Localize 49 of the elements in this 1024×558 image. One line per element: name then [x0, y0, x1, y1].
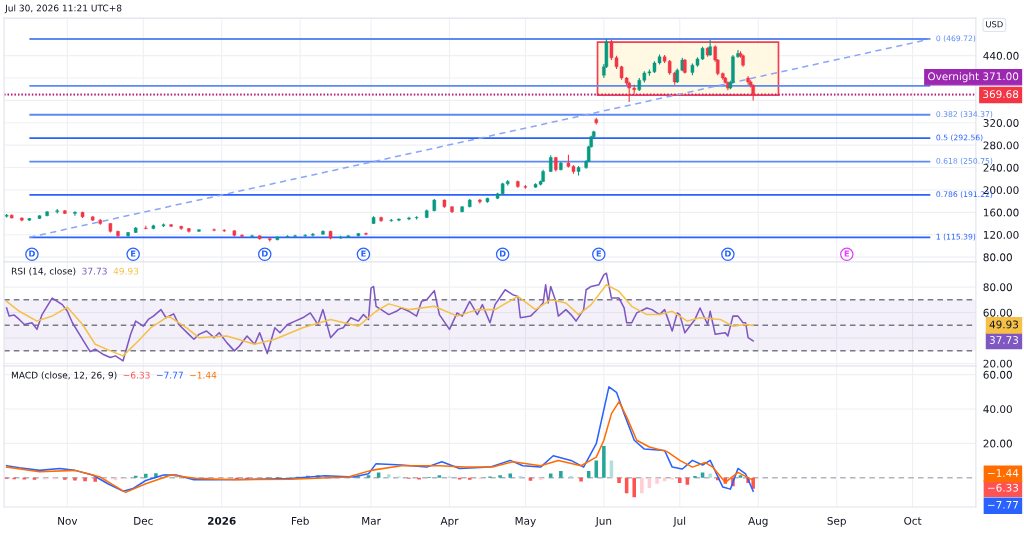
annotation: D: [725, 250, 731, 257]
y-tick-label: 320.00: [983, 119, 1019, 127]
x-tick-label: Feb: [291, 516, 309, 525]
x-tick-label: 2026: [208, 516, 236, 525]
y-tick-label: 80.00: [983, 283, 1012, 292]
y-tick-label: 240.00: [983, 163, 1019, 172]
y-axis-title: USD: [986, 21, 1003, 28]
y-tick-label: 80.00: [983, 253, 1012, 262]
x-tick-label: Oct: [904, 516, 922, 525]
y-tick-label: 20.00: [983, 359, 1012, 368]
text: −1.44: [988, 469, 1019, 477]
annotation: −1.44: [190, 371, 217, 379]
x-tick-label: Jul: [672, 516, 686, 527]
x-tick-label: Sep: [827, 516, 846, 527]
text: −6.33: [988, 483, 1019, 492]
annotation: D: [262, 250, 268, 257]
annotation: 49.93: [113, 267, 139, 275]
x-tick-label: Nov: [58, 517, 78, 525]
x-tick-label: Aug: [748, 517, 768, 527]
y-tick-label: 60.00: [983, 370, 1012, 379]
text: 49.93: [989, 320, 1019, 329]
text: MACD (close, 12, 26, 9): [11, 371, 117, 380]
annotation: 37.73: [82, 267, 107, 275]
x-tick-label: Dec: [134, 517, 153, 525]
y-tick-label: 160.00: [983, 208, 1019, 217]
y-tick-label: 20.00: [983, 439, 1012, 448]
y-tick-label: 120.00: [983, 230, 1019, 239]
text: RSI (14, close): [11, 267, 76, 276]
y-tick-label: 60.00: [983, 308, 1012, 317]
annotation: E: [844, 250, 850, 257]
x-tick-label: Apr: [440, 517, 459, 527]
annotation: E: [361, 250, 366, 257]
text: Jul 30, 2026 11:21 UTC+8: [4, 4, 122, 14]
annotation: E: [131, 250, 136, 257]
text: −7.77: [988, 501, 1018, 509]
y-tick-label: 40.00: [983, 405, 1012, 414]
ref-line-label: 369.68: [983, 90, 1019, 99]
annotation: D: [29, 250, 35, 257]
ref-line-label: Overnight 371.00: [928, 72, 1019, 83]
annotation: D: [499, 250, 506, 257]
x-tick-label: May: [515, 517, 536, 527]
y-tick-label: 280.00: [983, 141, 1019, 150]
y-tick-label: 440.00: [983, 51, 1019, 60]
text: 37.73: [989, 336, 1019, 344]
x-tick-label: Jun: [595, 517, 612, 527]
annotation: −6.33: [123, 371, 150, 379]
annotation: −7.77: [156, 371, 183, 379]
x-tick-label: Mar: [362, 517, 381, 525]
annotation: E: [596, 250, 602, 257]
